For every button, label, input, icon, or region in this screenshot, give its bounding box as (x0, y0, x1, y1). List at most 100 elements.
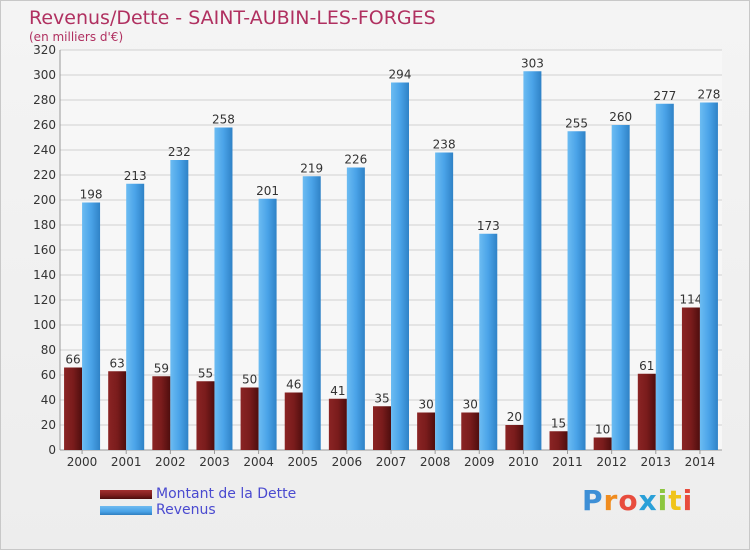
y-tick-label: 60 (41, 368, 56, 382)
y-tick-label: 300 (33, 68, 56, 82)
revenue-bar (258, 198, 277, 450)
debt-bar-label: 20 (507, 410, 522, 424)
revenue-bar (567, 131, 586, 450)
legend-swatch-revenue (100, 506, 152, 515)
revenue-bar (611, 125, 630, 450)
chart-title: Revenus/Dette - SAINT-AUBIN-LES-FORGES (29, 7, 436, 29)
debt-bar-label: 61 (639, 359, 654, 373)
revenue-bar-label: 294 (389, 68, 412, 82)
logo-letter: r (603, 484, 619, 517)
debt-bar (637, 373, 656, 450)
revenue-bar (82, 202, 101, 450)
revenue-bar-label: 238 (433, 138, 456, 152)
debt-bar-label: 50 (242, 373, 257, 387)
x-tick-label: 2008 (420, 455, 451, 469)
x-tick-label: 2012 (596, 455, 627, 469)
debt-bar-label: 114 (679, 293, 702, 307)
revenue-bar-label: 213 (124, 169, 147, 183)
proxiti-logo: Proxiti (582, 484, 693, 517)
y-tick-label: 100 (33, 318, 56, 332)
debt-bar-label: 46 (286, 378, 301, 392)
debt-bar-label: 63 (110, 356, 125, 370)
logo-letter: x (638, 484, 658, 517)
x-tick-label: 2006 (332, 455, 363, 469)
debt-bar-label: 15 (551, 416, 566, 430)
revenue-bar (391, 82, 409, 450)
x-tick-label: 2001 (111, 455, 142, 469)
revenue-bar-label: 232 (168, 145, 191, 159)
y-tick-label: 0 (48, 443, 56, 457)
x-tick-label: 2013 (641, 455, 672, 469)
debt-bar (681, 307, 700, 450)
y-tick-label: 240 (33, 143, 56, 157)
y-tick-label: 140 (33, 268, 56, 282)
debt-bar-label: 66 (65, 353, 80, 367)
x-tick-label: 2010 (508, 455, 539, 469)
logo-letter: i (657, 484, 669, 517)
revenue-bar-label: 201 (256, 184, 279, 198)
x-tick-label: 2014 (685, 455, 716, 469)
revenue-bar-label: 258 (212, 113, 235, 127)
revenue-bar (126, 183, 145, 450)
y-tick-label: 180 (33, 218, 56, 232)
debt-bar (284, 392, 303, 450)
debt-bar (373, 406, 391, 450)
y-tick-label: 260 (33, 118, 56, 132)
revenue-bar (523, 71, 542, 450)
debt-bar (505, 425, 524, 450)
legend-swatch-debt (100, 490, 152, 499)
revenue-bar (699, 102, 718, 450)
revenue-bar (346, 167, 365, 450)
revenue-bar-label: 260 (609, 110, 632, 124)
revenue-bar (214, 127, 233, 450)
legend-label-debt: Montant de la Dette (156, 486, 297, 502)
y-tick-label: 280 (33, 93, 56, 107)
debt-bar-label: 30 (463, 398, 478, 412)
logo-letter: i (682, 484, 694, 517)
debt-bar-label: 10 (595, 423, 610, 437)
revenue-bar-label: 255 (565, 116, 588, 130)
x-tick-label: 2011 (552, 455, 583, 469)
revenue-bar (170, 160, 189, 450)
revenue-bar (479, 233, 498, 450)
debt-bar-label: 59 (154, 361, 169, 375)
debt-bar (152, 376, 171, 450)
debt-bar (461, 412, 480, 450)
x-tick-label: 2004 (243, 455, 274, 469)
debt-bar-label: 55 (198, 366, 213, 380)
debt-bar-label: 41 (330, 384, 345, 398)
x-tick-label: 2003 (199, 455, 230, 469)
y-tick-label: 120 (33, 293, 56, 307)
revenue-bar-label: 198 (80, 188, 103, 202)
x-tick-label: 2005 (287, 455, 318, 469)
y-tick-label: 220 (33, 168, 56, 182)
x-tick-label: 2000 (67, 455, 98, 469)
revenue-bar-label: 277 (653, 89, 676, 103)
y-tick-label: 20 (41, 418, 56, 432)
debt-bar (196, 381, 215, 450)
logo-letter: P (582, 484, 604, 517)
debt-bar (64, 367, 83, 450)
revenue-bar-label: 278 (697, 88, 720, 102)
debt-bar (593, 437, 612, 450)
revenue-bar-label: 303 (521, 56, 544, 70)
revenue-bar-label: 173 (477, 219, 500, 233)
revenue-bar-label: 226 (344, 153, 367, 167)
logo-letter: o (618, 484, 639, 517)
debt-bar (417, 412, 436, 450)
debt-bar (328, 398, 347, 450)
y-tick-label: 160 (33, 243, 56, 257)
logo-letter: t (668, 484, 683, 517)
revenue-bar (435, 152, 454, 450)
x-tick-label: 2007 (376, 455, 407, 469)
legend-label-revenue: Revenus (156, 502, 216, 518)
debt-bar (108, 371, 127, 450)
y-tick-label: 80 (41, 343, 56, 357)
x-tick-label: 2002 (155, 455, 186, 469)
y-tick-label: 40 (41, 393, 56, 407)
revenue-bar (655, 103, 674, 450)
chart-subtitle: (en milliers d'€) (29, 30, 124, 44)
debt-bar-label: 35 (374, 391, 389, 405)
y-tick-label: 320 (33, 43, 56, 57)
